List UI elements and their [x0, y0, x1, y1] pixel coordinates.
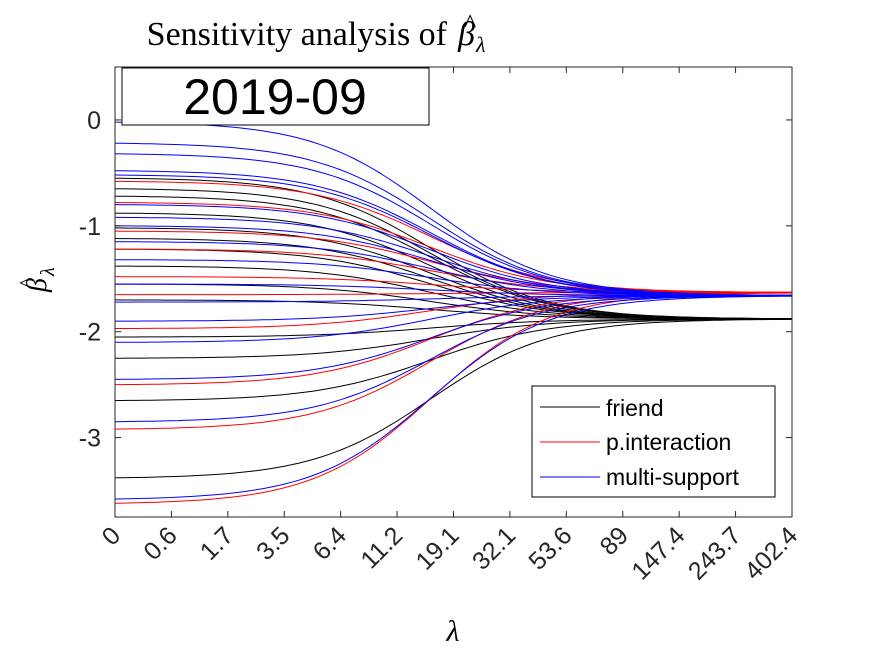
series-line-multi-support-13 — [115, 295, 792, 343]
y-axis-label-subscript: λ — [37, 267, 59, 277]
series-line-multi-support-14 — [114, 295, 792, 380]
annotation-text: 2019-09 — [183, 69, 367, 125]
x-tick-label: 3.5 — [251, 521, 295, 565]
x-tick-label: 32.1 — [467, 521, 521, 575]
x-axis-label: λ — [446, 615, 460, 648]
chart-title-subscript: λ — [475, 32, 486, 57]
series-line-friend-13 — [114, 318, 792, 479]
x-tick-label: 89 — [595, 521, 634, 560]
x-tick-label: 6.4 — [308, 521, 352, 565]
y-tick-label: 0 — [87, 107, 101, 135]
series-line-multi-support-15 — [114, 295, 792, 423]
x-axis-tick-labels: 0 0.6 1.7 3.5 6.4 11.2 19.1 32.1 53.6 89147.4243.… — [97, 521, 804, 585]
x-tick-label: 243.7 — [683, 521, 747, 585]
x-tick-label: 0 — [97, 521, 127, 551]
y-axis-tick-labels: 0 -1 -2 -3 — [79, 107, 101, 453]
chart-title-hat: ^ — [464, 9, 476, 38]
legend: friend p.interaction multi-support — [531, 385, 776, 498]
y-tick-label: -1 — [79, 213, 101, 241]
x-tick-label: 402.4 — [739, 521, 803, 585]
chart-title: Sensitivity analysis of β ^ λ — [147, 9, 486, 57]
y-axis-label-beta: β — [22, 278, 53, 293]
y-tick-label: -3 — [79, 425, 101, 453]
annotation-box: 2019-09 — [121, 67, 430, 126]
x-tick-label: 1.7 — [195, 521, 239, 565]
x-tick-label: 0.6 — [138, 521, 182, 565]
series-lines — [114, 121, 793, 504]
y-tick-label: -2 — [79, 319, 101, 347]
x-tick-label: 147.4 — [626, 521, 690, 585]
legend-label-p-interaction: p.interaction — [606, 429, 731, 455]
series-line-friend-11 — [115, 318, 792, 359]
x-tick-label: 53.6 — [523, 521, 577, 575]
x-tick-label: 11.2 — [355, 521, 408, 574]
series-line-friend-9 — [114, 299, 792, 320]
series-line-multi-support-16 — [114, 295, 792, 500]
y-axis-label: β ^ λ — [14, 267, 59, 293]
legend-label-friend: friend — [606, 395, 664, 421]
legend-label-multi-support: multi-support — [606, 464, 740, 490]
annotation-frame — [121, 67, 430, 126]
chart-title-beta: β — [457, 16, 475, 53]
chart-title-text: Sensitivity analysis of — [147, 16, 448, 53]
y-axis-label-hat: ^ — [14, 277, 39, 288]
x-tick-label: 19.1 — [411, 521, 465, 575]
series-line-friend-12 — [115, 318, 792, 401]
